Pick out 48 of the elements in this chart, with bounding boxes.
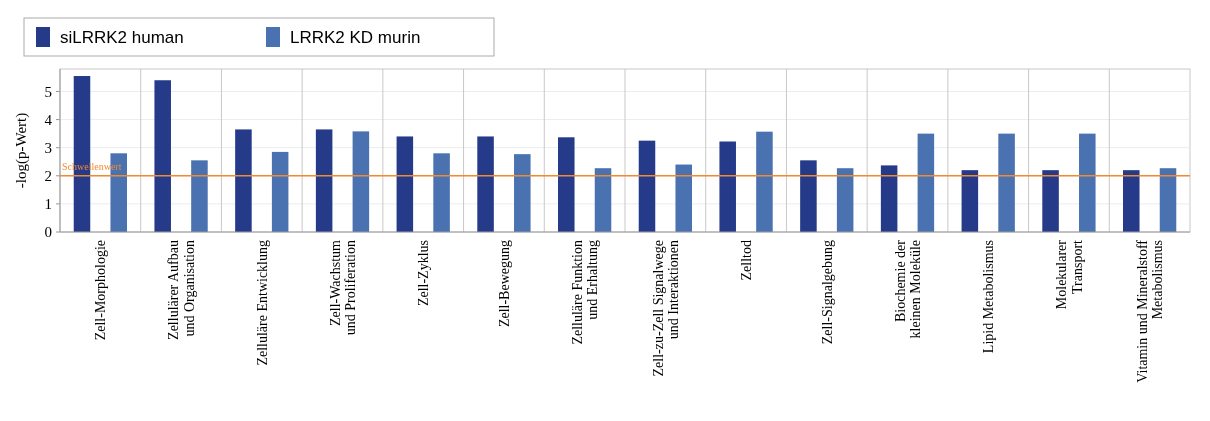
y-axis-title: -log(p-Wert) (13, 112, 30, 189)
bar (235, 129, 252, 232)
bar (1042, 170, 1059, 232)
bar (558, 137, 575, 232)
x-tick-label: Molekularer Transport (1054, 239, 1085, 310)
x-tick-label: Zell-Morphologie (93, 240, 109, 341)
bar (433, 153, 450, 232)
x-tick-label: Zell-Bewegung (496, 240, 512, 328)
bar (1159, 168, 1177, 232)
bar (315, 129, 333, 232)
y-tick-label: 3 (44, 139, 52, 156)
x-tick-label: Zell-Signalgebung (819, 240, 835, 345)
y-tick-label: 2 (44, 168, 52, 185)
y-tick-label: 4 (44, 111, 53, 128)
x-tick-label: Zelltod (738, 240, 754, 281)
bar (191, 160, 208, 232)
legend-label: siLRRK2 human (60, 27, 184, 47)
bar (917, 133, 935, 232)
bar (352, 131, 370, 232)
x-tick-label: Zelluläre Funktion und Erhaltung (569, 240, 601, 345)
legend-label: LRRK2 KD murin (290, 27, 421, 47)
bar (1079, 133, 1096, 232)
bar (756, 131, 773, 232)
x-tick-label: Zell-Zyklus (416, 240, 432, 307)
bar (477, 136, 494, 232)
y-tick-label: 1 (44, 196, 52, 213)
x-tick-label: Zelluläre Entwicklung (254, 240, 270, 366)
x-tick-label: Zellulärer Aufbau und Organisation (166, 240, 197, 340)
bar (836, 168, 854, 232)
bar (675, 164, 692, 232)
bar (594, 168, 612, 232)
bar (271, 151, 289, 232)
bar (961, 170, 979, 232)
bar (800, 160, 817, 232)
bar (998, 133, 1015, 232)
y-tick-label: 5 (44, 83, 52, 100)
bar (719, 141, 736, 232)
bar (880, 165, 898, 232)
y-tick-label: 0 (44, 224, 52, 241)
bar (154, 80, 171, 232)
bar (1123, 170, 1140, 232)
bar (396, 136, 414, 232)
bar (514, 154, 531, 232)
x-tick-label: Biochemie der kleinen Moleküle (892, 239, 924, 339)
bar (638, 140, 656, 232)
x-tick-label: Lipid Metabolismus (981, 240, 997, 354)
x-tick-label: Zell-Wachstum und Proliferation (327, 239, 359, 336)
x-tick-label: Vitamin und Mineralstoff Metabolismus (1134, 239, 1166, 383)
